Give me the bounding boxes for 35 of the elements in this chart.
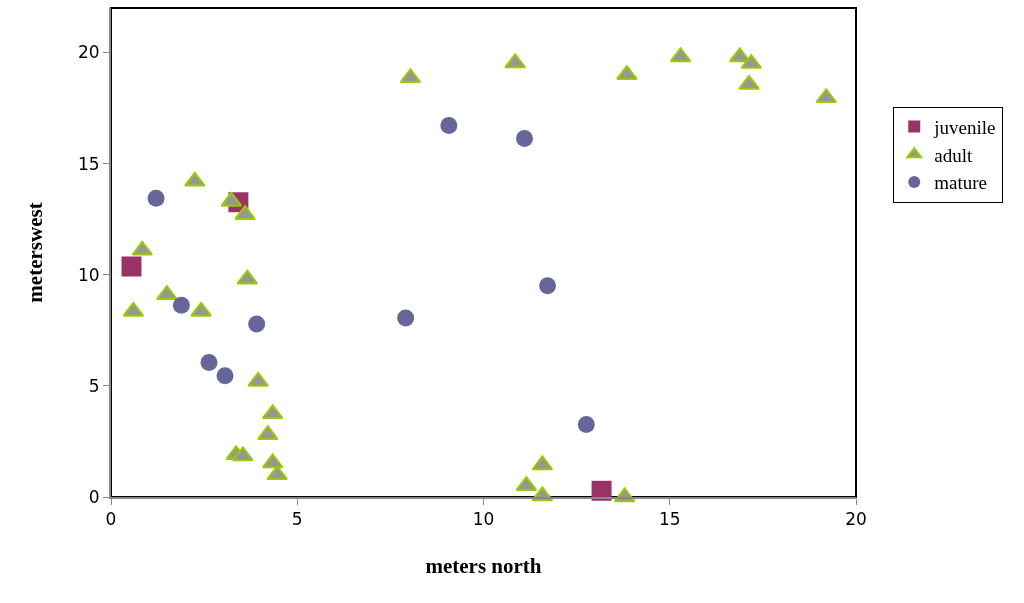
legend-label: mature [934,172,988,194]
point [232,446,254,462]
y-tick-label: 20 [77,42,100,63]
point [257,425,279,441]
point [504,53,526,69]
y-tick-label: 10 [77,264,100,285]
point [172,296,190,314]
point [738,74,760,90]
point [184,171,206,187]
x-tick-label: 10 [472,509,495,530]
point [200,354,218,372]
y-tick-label: 5 [88,375,100,396]
x-axis-title: meters north [425,554,542,579]
point [147,189,165,207]
x-tick-label: 0 [105,509,117,530]
point [440,117,458,135]
point [515,129,533,147]
legend-label: juvenile [933,116,996,138]
point [190,301,212,317]
x-tick-label: 5 [291,509,303,530]
x-tick-label: 15 [658,509,681,530]
point [121,256,142,277]
point [248,315,266,333]
x-tick-label: 20 [845,509,867,530]
legend-label: adult [934,144,973,166]
point [397,309,415,327]
point [266,465,288,481]
y-tick-label: 0 [88,486,100,507]
y-tick-label: 15 [77,153,100,174]
y-axis-title: meterswest [22,202,47,303]
point [247,371,269,387]
point [577,416,595,434]
point [216,367,234,385]
point [591,480,612,501]
point [539,277,557,295]
